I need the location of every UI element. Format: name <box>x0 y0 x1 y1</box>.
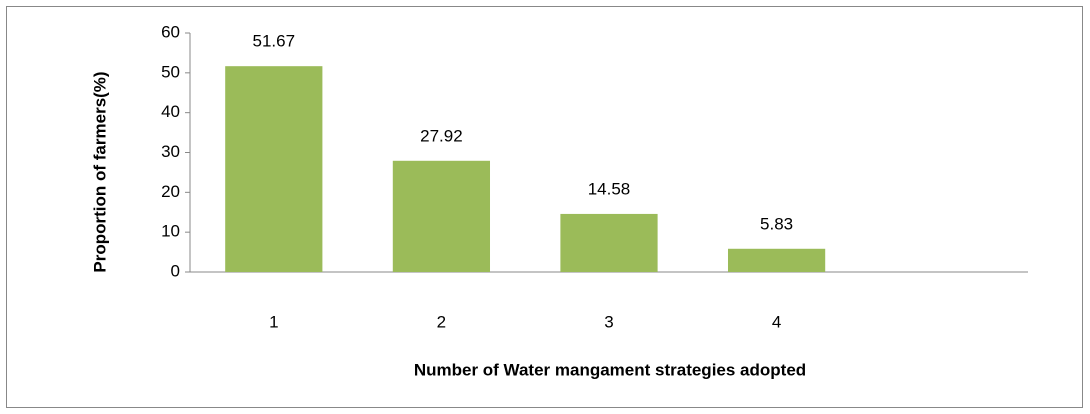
x-tick-label: 1 <box>269 312 278 331</box>
x-tick-label: 4 <box>772 312 781 331</box>
x-tick-label: 3 <box>604 312 613 331</box>
y-tick-label: 30 <box>161 142 180 161</box>
value-label: 51.67 <box>253 32 296 51</box>
bar <box>392 160 491 272</box>
value-label: 14.58 <box>588 179 631 198</box>
x-tick-label: 2 <box>437 312 446 331</box>
value-label: 27.92 <box>420 126 463 145</box>
y-tick-label: 50 <box>161 62 180 81</box>
y-tick-label: 20 <box>161 182 180 201</box>
y-tick-label: 60 <box>161 22 180 41</box>
y-tick-label: 40 <box>161 102 180 121</box>
x-axis-title: Number of Water mangament strategies ado… <box>414 360 806 379</box>
y-tick-label: 0 <box>171 261 180 280</box>
bar <box>225 66 323 272</box>
y-axis-title: Proportion of farmers(%) <box>90 71 109 272</box>
y-tick-label: 10 <box>161 222 180 241</box>
bar <box>560 213 658 272</box>
value-label: 5.83 <box>760 214 793 233</box>
bar <box>727 248 826 272</box>
